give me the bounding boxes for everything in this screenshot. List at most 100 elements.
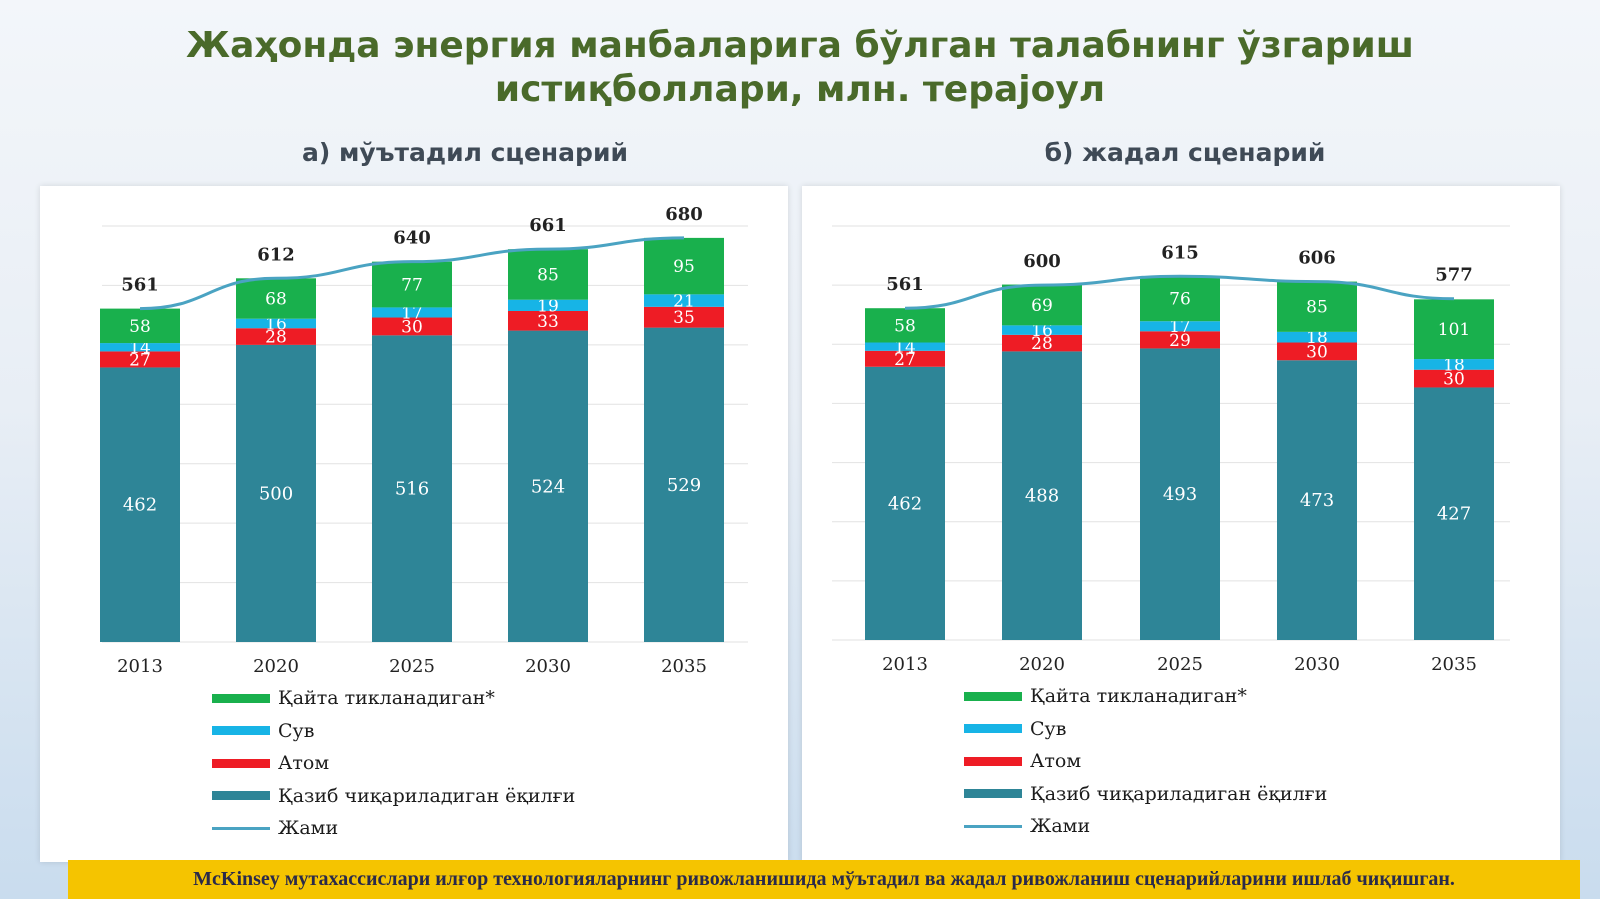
data-label-renewable-2025: 76 [1169, 290, 1191, 310]
legend-item-renewable: Қайта тикланадиган* [212, 683, 495, 713]
bar-hydro-2025 [1140, 321, 1220, 332]
title-line-2: истиқболлари, млн. тераjоул [494, 69, 1106, 110]
bar-hydro-2035 [1414, 359, 1494, 370]
legend-swatch-total [964, 824, 1022, 828]
bar-hydro-2030 [508, 299, 588, 311]
bar-hydro-2013 [865, 342, 945, 351]
data-label-fossil-2025: 516 [395, 479, 429, 500]
legend-item-total: Жами [212, 813, 338, 843]
data-label-renewable-2030: 85 [1306, 298, 1328, 318]
bar-hydro-2025 [372, 307, 452, 318]
legend-label-nuclear: Атом [1030, 750, 1082, 772]
data-label-renewable-2025: 77 [401, 276, 423, 296]
bar-fossil-2025 [372, 335, 452, 642]
bar-renewable-2013 [100, 308, 180, 344]
x-tick-label: 2020 [1019, 654, 1065, 675]
legend-label-total: Жами [278, 817, 339, 839]
legend-label-nuclear: Атом [278, 752, 330, 774]
data-label-nuclear-2020: 28 [1031, 334, 1053, 354]
chart-panel-fast: 462 27 14 58 2013 488 28 16 69 2020 493 29 17 76 2025 4… [802, 186, 1560, 862]
data-label-hydro-2035: 21 [673, 292, 695, 312]
bar-nuclear-2020 [236, 328, 316, 345]
legend-swatch-nuclear [964, 756, 1022, 766]
data-label-nuclear-2025: 30 [401, 317, 423, 337]
bar-renewable-2020 [236, 278, 316, 319]
bar-nuclear-2030 [1277, 342, 1357, 361]
data-label-hydro-2020: 16 [1031, 321, 1053, 341]
bar-fossil-2035 [1414, 387, 1494, 640]
data-label-nuclear-2035: 35 [673, 308, 695, 328]
bar-nuclear-2035 [644, 306, 724, 328]
data-label-renewable-2035: 101 [1438, 320, 1470, 340]
data-label-nuclear-2013: 27 [894, 350, 916, 370]
bar-hydro-2020 [236, 318, 316, 329]
legend-label-total: Жами [1030, 815, 1091, 837]
total-label-2020: 600 [1023, 251, 1061, 272]
total-line [139, 236, 685, 311]
x-tick-label: 2013 [882, 654, 928, 675]
bar-nuclear-2020 [1002, 334, 1082, 352]
data-label-hydro-2035: 18 [1443, 355, 1465, 375]
total-label-2030: 606 [1298, 248, 1336, 269]
bar-fossil-2035 [644, 327, 724, 642]
data-label-fossil-2013: 462 [888, 493, 922, 514]
bar-renewable-2035 [1414, 299, 1494, 360]
legend-swatch-hydro [212, 726, 270, 735]
legend-item-hydro: Сув [964, 714, 1066, 744]
data-label-hydro-2020: 16 [265, 314, 287, 334]
bar-renewable-2020 [1002, 284, 1082, 326]
x-tick-label: 2025 [1157, 654, 1203, 675]
footer-note: McKinsey мутахассислари илғор технология… [68, 860, 1580, 899]
legend-label-fossil: Қазиб чиқариладиган ёқилғи [278, 784, 576, 807]
bar-nuclear-2030 [508, 310, 588, 331]
data-label-renewable-2013: 58 [129, 317, 151, 337]
x-tick-label: 2030 [525, 656, 571, 677]
bar-hydro-2035 [644, 294, 724, 307]
data-label-nuclear-2030: 30 [1306, 342, 1328, 362]
data-label-fossil-2030: 524 [531, 476, 565, 497]
x-tick-label: 2020 [253, 656, 299, 677]
legend-swatch-renewable [964, 691, 1022, 701]
bar-renewable-2030 [508, 249, 588, 300]
x-tick-label: 2035 [1431, 654, 1477, 675]
legend-item-nuclear: Атом [964, 746, 1081, 776]
legend-swatch-fossil [212, 791, 270, 800]
data-label-fossil-2030: 473 [1300, 490, 1334, 511]
legend-item-fossil: Қазиб чиқариладиган ёқилғи [964, 779, 1327, 809]
chart-b-title: б) жадал сценарий [1044, 138, 1326, 167]
bar-hydro-2013 [100, 343, 180, 352]
x-tick-label: 2035 [661, 656, 707, 677]
data-label-fossil-2013: 462 [123, 495, 157, 516]
data-label-nuclear-2025: 29 [1169, 331, 1191, 351]
bar-fossil-2020 [236, 344, 316, 642]
data-label-renewable-2020: 69 [1031, 296, 1053, 316]
total-label-2025: 640 [393, 228, 431, 249]
data-label-nuclear-2013: 27 [129, 350, 151, 370]
data-label-renewable-2030: 85 [537, 265, 559, 285]
legend-swatch-nuclear [212, 758, 270, 768]
legend-swatch-fossil [964, 789, 1022, 798]
data-label-hydro-2013: 14 [894, 338, 916, 358]
bar-hydro-2020 [1002, 325, 1082, 335]
chart-panel-moderate: 462 27 14 58 2013 500 28 16 68 2020 516 30 17 77 2025 5… [40, 186, 788, 862]
data-label-renewable-2035: 95 [673, 257, 695, 277]
legend-label-renewable: Қайта тикланадиган* [1030, 685, 1247, 707]
bar-renewable-2035 [644, 237, 724, 295]
data-label-fossil-2025: 493 [1163, 484, 1197, 505]
total-label-2035: 577 [1435, 265, 1473, 286]
total-label-2013: 561 [886, 274, 924, 295]
data-label-fossil-2020: 500 [259, 483, 293, 504]
data-label-nuclear-2030: 33 [537, 312, 559, 332]
data-label-hydro-2030: 18 [1306, 328, 1328, 348]
legend-swatch-hydro [964, 724, 1022, 733]
legend-item-hydro: Сув [212, 716, 314, 746]
data-label-renewable-2013: 58 [894, 316, 916, 336]
legend-label-renewable: Қайта тикланадиган* [278, 687, 495, 709]
data-label-hydro-2025: 17 [1169, 317, 1191, 337]
data-label-hydro-2030: 19 [537, 296, 559, 316]
bar-nuclear-2013 [100, 351, 180, 368]
legend-item-nuclear: Атом [212, 748, 329, 778]
title-line-1: Жаҳонда энергия манбаларига бўлган талаб… [186, 25, 1414, 66]
